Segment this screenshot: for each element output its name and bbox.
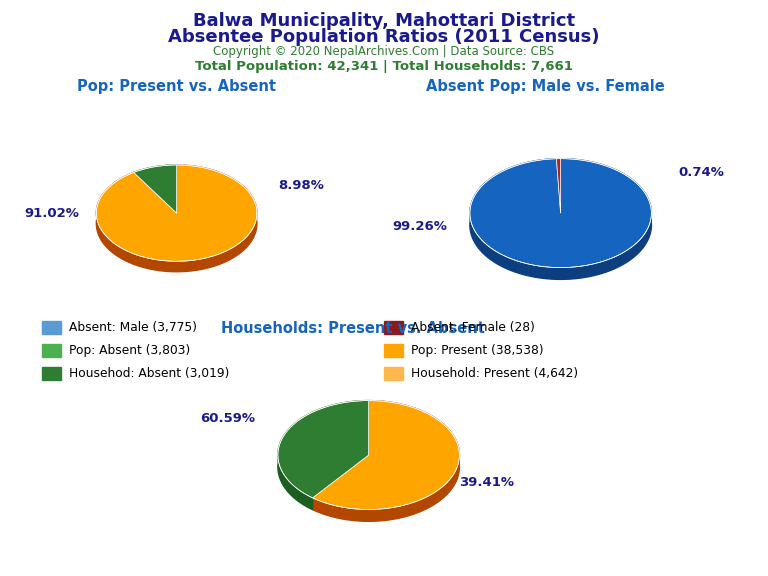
Text: Copyright © 2020 NepalArchives.Com | Data Source: CBS: Copyright © 2020 NepalArchives.Com | Dat… [214, 45, 554, 58]
Polygon shape [470, 158, 651, 268]
Text: 60.59%: 60.59% [200, 412, 256, 425]
Text: Absentee Population Ratios (2011 Census): Absentee Population Ratios (2011 Census) [168, 28, 600, 46]
Polygon shape [470, 158, 651, 279]
Text: 99.26%: 99.26% [392, 220, 448, 233]
Text: Total Population: 42,341 | Total Households: 7,661: Total Population: 42,341 | Total Househo… [195, 60, 573, 74]
Polygon shape [278, 400, 369, 498]
Polygon shape [313, 400, 459, 521]
Text: Balwa Municipality, Mahottari District: Balwa Municipality, Mahottari District [193, 12, 575, 29]
Text: 91.02%: 91.02% [25, 207, 80, 219]
Text: 39.41%: 39.41% [459, 476, 514, 489]
Polygon shape [96, 165, 257, 272]
Text: Pop: Present vs. Absent: Pop: Present vs. Absent [77, 79, 276, 94]
Text: Absent: Male (3,775): Absent: Male (3,775) [69, 321, 197, 334]
Text: 8.98%: 8.98% [278, 179, 324, 191]
Polygon shape [278, 400, 369, 510]
Text: 0.74%: 0.74% [678, 166, 724, 179]
Text: Pop: Absent (3,803): Pop: Absent (3,803) [69, 344, 190, 357]
Text: Absent: Female (28): Absent: Female (28) [411, 321, 535, 334]
Polygon shape [134, 165, 177, 183]
Text: Households: Present vs. Absent: Households: Present vs. Absent [221, 321, 485, 336]
Polygon shape [313, 400, 459, 510]
Text: Pop: Present (38,538): Pop: Present (38,538) [411, 344, 544, 357]
Polygon shape [557, 158, 561, 213]
Text: Household: Present (4,642): Household: Present (4,642) [411, 367, 578, 380]
Polygon shape [557, 158, 561, 170]
Text: Househod: Absent (3,019): Househod: Absent (3,019) [69, 367, 230, 380]
Text: Absent Pop: Male vs. Female: Absent Pop: Male vs. Female [426, 79, 664, 94]
Polygon shape [96, 165, 257, 262]
Polygon shape [134, 165, 177, 213]
